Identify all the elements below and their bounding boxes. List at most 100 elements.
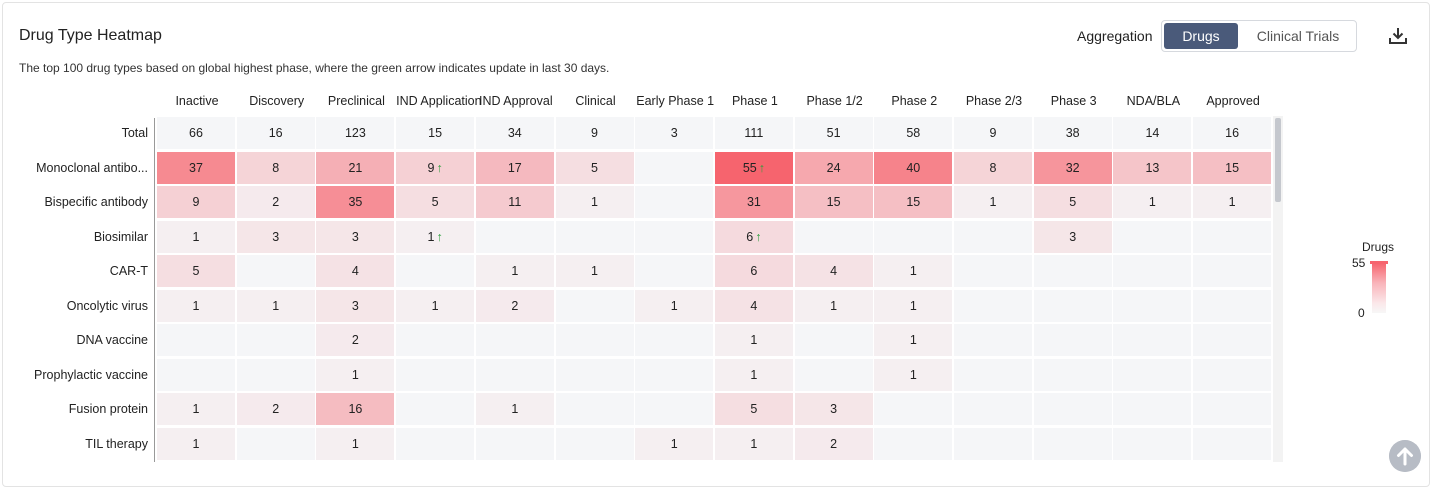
toggle-drugs[interactable]: Drugs: [1164, 23, 1238, 49]
heatmap-cell[interactable]: 123: [316, 117, 394, 149]
legend-max: 55: [1352, 256, 1365, 270]
heatmap-cell[interactable]: 9: [556, 117, 634, 149]
heatmap-cell[interactable]: 9: [157, 186, 235, 218]
heatmap-cell[interactable]: 5: [396, 186, 474, 218]
heatmap-cell[interactable]: 58: [874, 117, 952, 149]
heatmap-cell[interactable]: 1: [874, 290, 952, 322]
heatmap-cell[interactable]: 16: [1193, 117, 1271, 149]
heatmap-cell[interactable]: 1: [874, 255, 952, 287]
heatmap-cell[interactable]: 31: [715, 186, 793, 218]
heatmap-cell[interactable]: 2: [795, 428, 873, 460]
column-header: Discovery: [237, 90, 317, 112]
heatmap-cell[interactable]: 14: [1113, 117, 1191, 149]
heatmap-cell[interactable]: 3: [635, 117, 713, 149]
heatmap-cell[interactable]: 3: [316, 221, 394, 253]
heatmap-cell[interactable]: 15: [795, 186, 873, 218]
heatmap-cell[interactable]: 5: [157, 255, 235, 287]
heatmap-cell[interactable]: 11: [476, 186, 554, 218]
heatmap-cell[interactable]: 1: [556, 255, 634, 287]
heatmap-cell[interactable]: 38: [1034, 117, 1112, 149]
heatmap-cell: [1113, 393, 1191, 425]
heatmap-cell[interactable]: 1: [396, 290, 474, 322]
heatmap-cell[interactable]: 4: [795, 255, 873, 287]
cell-value: 14: [1145, 126, 1159, 140]
heatmap-cell[interactable]: 37: [157, 152, 235, 184]
heatmap-cell[interactable]: 34: [476, 117, 554, 149]
heatmap-cell[interactable]: 2: [476, 290, 554, 322]
heatmap-cell[interactable]: 1: [237, 290, 315, 322]
heatmap-cell[interactable]: 15: [1193, 152, 1271, 184]
heatmap-cell[interactable]: 1↑: [396, 221, 474, 253]
heatmap-cell[interactable]: 1: [715, 324, 793, 356]
heatmap-cell[interactable]: 1: [157, 290, 235, 322]
heatmap-cell[interactable]: 1: [157, 428, 235, 460]
heatmap-cell[interactable]: 4: [316, 255, 394, 287]
legend-handle[interactable]: [1370, 261, 1388, 264]
toggle-clinical-trials[interactable]: Clinical Trials: [1242, 23, 1354, 49]
heatmap-cell[interactable]: 1: [556, 186, 634, 218]
heatmap-cell[interactable]: 8: [237, 152, 315, 184]
heatmap-cell: [476, 221, 554, 253]
heatmap-cell[interactable]: 32: [1034, 152, 1112, 184]
heatmap-cell[interactable]: 1: [476, 255, 554, 287]
heatmap-cell[interactable]: 17: [476, 152, 554, 184]
heatmap-cell[interactable]: 9: [954, 117, 1032, 149]
arrow-up-icon[interactable]: [1389, 440, 1421, 472]
heatmap-cell[interactable]: 1: [715, 359, 793, 391]
heatmap-cell[interactable]: 1: [316, 428, 394, 460]
heatmap-cell[interactable]: 5: [1034, 186, 1112, 218]
cell-value: 1: [427, 230, 434, 244]
heatmap-cell[interactable]: 40: [874, 152, 952, 184]
heatmap-cell[interactable]: 1: [157, 221, 235, 253]
heatmap-cell[interactable]: 1: [795, 290, 873, 322]
heatmap-cell[interactable]: 1: [1193, 186, 1271, 218]
heatmap-scrollbar-thumb[interactable]: [1275, 118, 1281, 202]
heatmap-cell[interactable]: 16: [316, 393, 394, 425]
heatmap-cell: [954, 290, 1032, 322]
heatmap-cell[interactable]: 3: [316, 290, 394, 322]
heatmap-cell: [556, 324, 634, 356]
download-icon[interactable]: [1387, 25, 1409, 47]
heatmap-cell[interactable]: 24: [795, 152, 873, 184]
heatmap-cell[interactable]: 3: [1034, 221, 1112, 253]
heatmap-cell[interactable]: 1: [635, 428, 713, 460]
column-header: NDA/BLA: [1113, 90, 1193, 112]
cell-value: 1: [671, 299, 678, 313]
heatmap-cell[interactable]: 6↑: [715, 221, 793, 253]
heatmap-cell[interactable]: 15: [874, 186, 952, 218]
heatmap-cell[interactable]: 66: [157, 117, 235, 149]
heatmap-cell[interactable]: 2: [237, 186, 315, 218]
heatmap-cell[interactable]: 5: [715, 393, 793, 425]
heatmap-cell[interactable]: 15: [396, 117, 474, 149]
heatmap-cell[interactable]: 1: [954, 186, 1032, 218]
heatmap-cell[interactable]: 2: [316, 324, 394, 356]
heatmap-cell[interactable]: 3: [237, 221, 315, 253]
heatmap-cell[interactable]: 4: [715, 290, 793, 322]
heatmap-cell[interactable]: 1: [476, 393, 554, 425]
heatmap-cell[interactable]: 9↑: [396, 152, 474, 184]
heatmap-cell[interactable]: 1: [1113, 186, 1191, 218]
heatmap-cell[interactable]: 16: [237, 117, 315, 149]
legend-min: 0: [1358, 306, 1365, 320]
heatmap-cell[interactable]: 3: [795, 393, 873, 425]
heatmap-cell[interactable]: 8: [954, 152, 1032, 184]
heatmap-cell: [795, 359, 873, 391]
heatmap-cell[interactable]: 1: [874, 359, 952, 391]
heatmap-cell[interactable]: 51: [795, 117, 873, 149]
heatmap-cell[interactable]: 55↑: [715, 152, 793, 184]
heatmap-cell[interactable]: 21: [316, 152, 394, 184]
heatmap-cell[interactable]: 1: [635, 290, 713, 322]
heatmap-cell[interactable]: 5: [556, 152, 634, 184]
heatmap-cell[interactable]: 35: [316, 186, 394, 218]
heatmap-cell[interactable]: 2: [237, 393, 315, 425]
heatmap-cell: [556, 428, 634, 460]
heatmap-cell[interactable]: 111: [715, 117, 793, 149]
cell-value: 1: [591, 264, 598, 278]
heatmap-cell[interactable]: 1: [157, 393, 235, 425]
heatmap-cell[interactable]: 13: [1113, 152, 1191, 184]
heatmap-cell[interactable]: 1: [715, 428, 793, 460]
heatmap-cell[interactable]: 1: [874, 324, 952, 356]
cell-value: 1: [750, 333, 757, 347]
heatmap-cell[interactable]: 6: [715, 255, 793, 287]
heatmap-cell[interactable]: 1: [316, 359, 394, 391]
